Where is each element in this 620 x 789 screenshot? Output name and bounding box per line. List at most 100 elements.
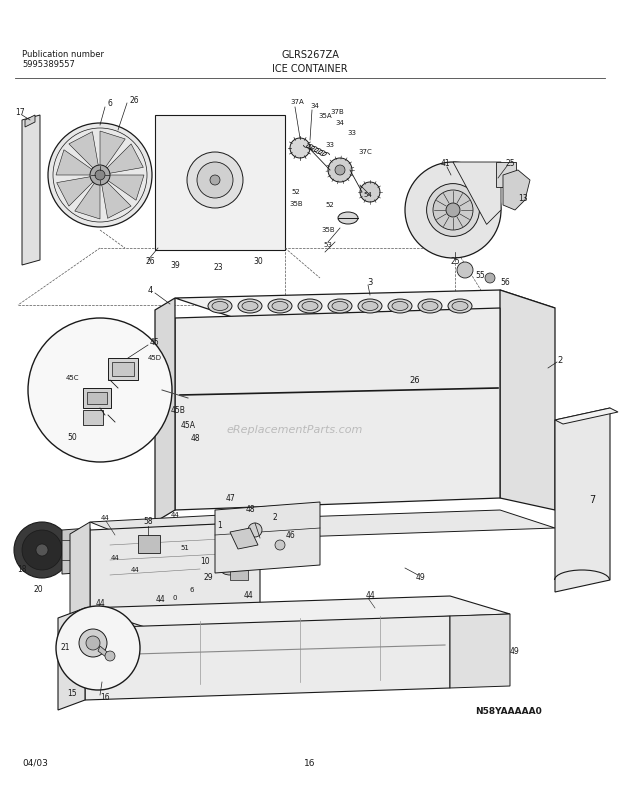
Text: 46: 46 [285,530,295,540]
Circle shape [457,262,473,278]
Circle shape [79,629,107,657]
Polygon shape [69,132,99,170]
Ellipse shape [238,299,262,313]
Text: 54: 54 [363,192,373,198]
Polygon shape [555,408,610,592]
Text: 44: 44 [95,600,105,608]
Text: 20: 20 [33,585,43,594]
Circle shape [48,123,152,227]
Ellipse shape [272,301,288,311]
Ellipse shape [392,301,408,311]
Ellipse shape [332,301,348,311]
Text: 33: 33 [326,142,335,148]
Text: 39: 39 [170,260,180,270]
Text: 23: 23 [213,264,223,272]
Circle shape [36,544,48,556]
Polygon shape [98,646,112,660]
Circle shape [446,203,460,217]
Text: 34: 34 [335,120,345,126]
Text: 10: 10 [200,558,210,567]
Text: 16: 16 [100,694,110,702]
Text: 26: 26 [130,95,140,104]
Text: 58: 58 [143,518,153,526]
Text: 2: 2 [557,356,562,365]
Circle shape [405,162,501,258]
Text: 18: 18 [17,566,27,574]
Text: 6: 6 [108,99,113,107]
Circle shape [86,636,100,650]
Polygon shape [85,616,450,700]
Ellipse shape [302,301,318,311]
Polygon shape [453,162,501,224]
Circle shape [427,184,479,237]
Polygon shape [105,144,143,174]
Circle shape [328,158,352,182]
Circle shape [360,182,380,202]
Text: 04/03: 04/03 [22,758,48,768]
Text: 15: 15 [67,690,77,698]
Text: 3: 3 [367,278,373,286]
Circle shape [210,175,220,185]
Circle shape [28,318,172,462]
Polygon shape [155,510,555,540]
Circle shape [275,540,285,550]
Bar [112,362,134,376]
Polygon shape [555,408,618,424]
Text: 2: 2 [273,514,277,522]
Text: 45C: 45C [66,375,79,381]
Polygon shape [230,558,248,580]
Circle shape [290,138,310,158]
Circle shape [187,152,243,208]
Text: 26: 26 [410,376,420,384]
Text: 47: 47 [225,493,235,503]
Polygon shape [500,290,555,510]
Text: 25: 25 [505,159,515,167]
Bar [83,410,103,425]
Text: 44: 44 [155,596,165,604]
Polygon shape [102,181,131,219]
Polygon shape [56,150,94,175]
Text: 4: 4 [148,286,153,294]
Text: 25: 25 [450,257,460,267]
Text: 13: 13 [518,193,528,203]
Text: 44: 44 [131,567,140,573]
Polygon shape [155,115,285,250]
Polygon shape [85,596,510,628]
Ellipse shape [328,299,352,313]
Text: 45B: 45B [170,406,185,414]
Text: 52: 52 [326,202,334,208]
Polygon shape [230,528,258,549]
Polygon shape [58,608,85,710]
Circle shape [22,530,62,570]
Text: 7: 7 [589,495,595,505]
Text: 44: 44 [100,515,109,521]
Text: 6: 6 [190,587,194,593]
Ellipse shape [418,299,442,313]
Text: 16: 16 [304,758,316,768]
Ellipse shape [388,299,412,313]
Circle shape [433,190,473,230]
Text: 34: 34 [310,103,319,109]
Text: 35B: 35B [289,201,303,207]
Circle shape [485,273,495,283]
Text: eReplacementParts.com: eReplacementParts.com [227,425,363,435]
Text: GLRS267ZA: GLRS267ZA [281,50,339,60]
Text: 30: 30 [253,257,263,267]
Polygon shape [90,514,260,530]
Circle shape [95,170,105,180]
Circle shape [105,651,115,661]
Text: 5995389557: 5995389557 [22,60,75,69]
Text: 37B: 37B [330,109,343,115]
Text: 35B: 35B [321,227,335,233]
Text: 51: 51 [180,545,190,551]
Polygon shape [62,528,90,574]
Polygon shape [90,522,260,620]
Circle shape [14,522,70,578]
Text: 48: 48 [245,506,255,514]
Text: 53: 53 [324,242,332,248]
Polygon shape [107,175,144,200]
Polygon shape [155,298,175,522]
Text: 55: 55 [475,271,485,279]
Polygon shape [100,131,125,168]
Text: 1: 1 [218,522,223,530]
